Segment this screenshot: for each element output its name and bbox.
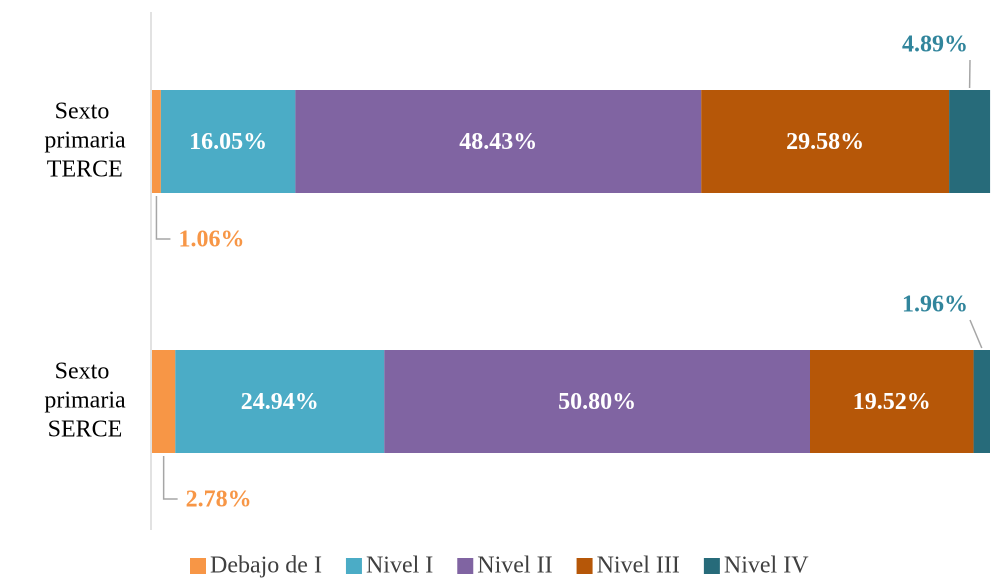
value-label: 2.78% bbox=[186, 487, 252, 513]
bar-segment bbox=[295, 90, 702, 193]
legend-swatch bbox=[457, 558, 474, 574]
legend-label: Nivel II bbox=[477, 553, 552, 579]
legend-swatch bbox=[190, 558, 206, 574]
leader-line bbox=[155, 196, 171, 240]
legend-swatch bbox=[703, 558, 720, 574]
legend-swatch bbox=[345, 558, 362, 574]
legend-label: Nivel IV bbox=[724, 553, 809, 579]
legend-label: Debajo de I bbox=[210, 553, 322, 579]
bar-segment bbox=[175, 350, 385, 453]
value-label: 19.52% bbox=[853, 389, 931, 415]
bar-segment bbox=[973, 350, 990, 453]
value-label: 1.06% bbox=[178, 227, 244, 253]
bar-segment bbox=[949, 90, 991, 193]
value-label: 48.43% bbox=[459, 129, 537, 155]
leader-line bbox=[969, 319, 983, 349]
bar-segment bbox=[384, 350, 810, 453]
leader-line bbox=[162, 456, 178, 500]
bar-segment bbox=[701, 90, 950, 193]
category-label: Sexto primaria SERCE bbox=[38, 358, 126, 442]
legend-label: Nivel I bbox=[366, 553, 433, 579]
value-label: 16.05% bbox=[189, 129, 267, 155]
value-label: 24.94% bbox=[241, 389, 319, 415]
bar-segment bbox=[152, 350, 176, 453]
bar-segment bbox=[809, 350, 974, 453]
value-label: 1.96% bbox=[902, 292, 968, 318]
legend-swatch bbox=[576, 558, 593, 574]
value-label: 29.58% bbox=[786, 129, 864, 155]
legend-label: Nivel III bbox=[597, 553, 680, 579]
bar-segment bbox=[160, 90, 296, 193]
bar-segment bbox=[152, 90, 161, 193]
value-label: 4.89% bbox=[902, 32, 968, 58]
value-label: 50.80% bbox=[558, 389, 636, 415]
category-label: Sexto primaria TERCE bbox=[38, 98, 126, 182]
